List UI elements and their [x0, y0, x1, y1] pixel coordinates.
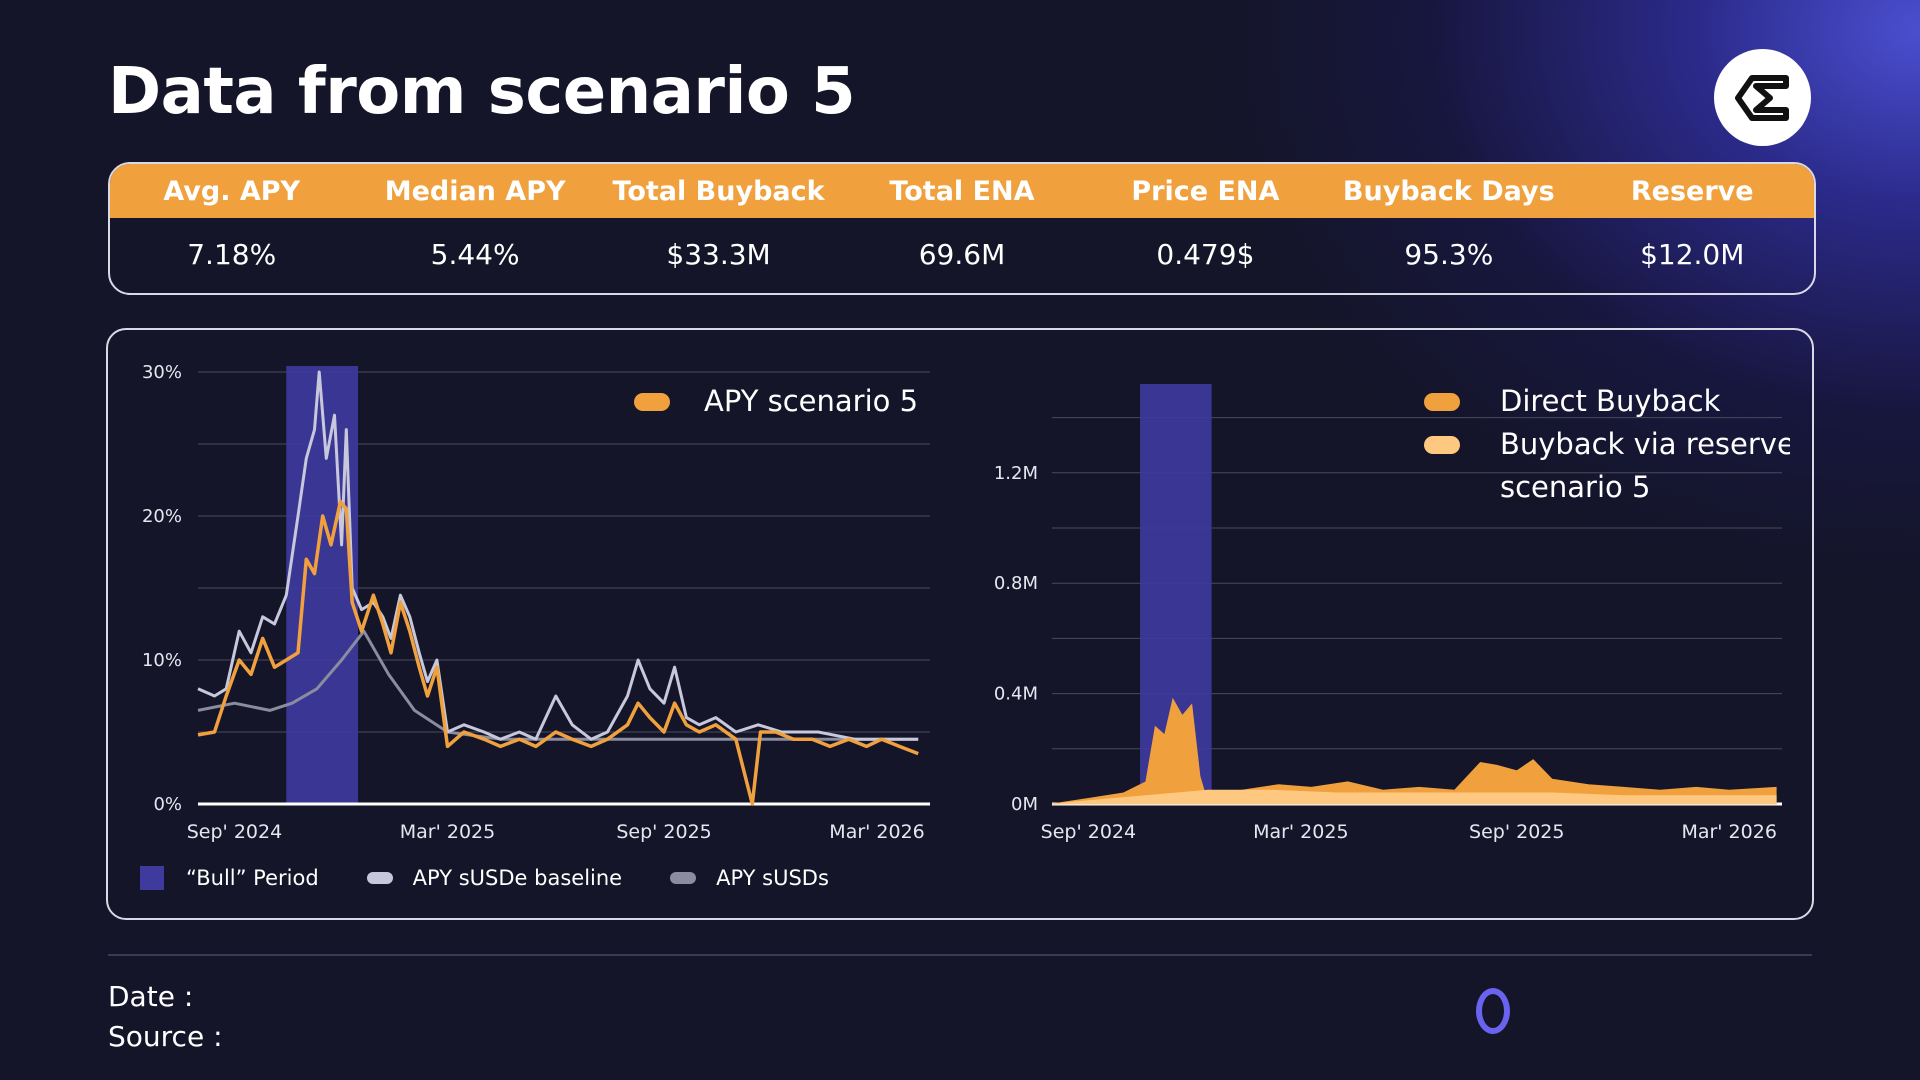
oak-ring-icon: [1476, 988, 1510, 1034]
legend-label-susds: APY sUSDs: [716, 866, 829, 890]
legend-label-direct-buyback: Direct Buyback: [1500, 384, 1721, 418]
footer-divider: [108, 954, 1812, 956]
y-tick-label: 30%: [142, 362, 182, 383]
legend-label-scenario: scenario 5: [1500, 470, 1650, 504]
buyback-chart: 0M 0.4M 0.8M 1.2M Sep' 2024 Mar' 2025 Sep' 202…: [994, 384, 1790, 843]
x-tick-label: Mar' 2025: [400, 821, 495, 843]
y-tick-label: 1.2M: [994, 463, 1038, 484]
sigma-diamond-icon: [1734, 74, 1789, 121]
y-tick-label: 0M: [1011, 794, 1038, 815]
apy-chart: 0% 10% 20% 30% Sep' 2024 Mar' 2025 Sep' 2025 Ma…: [142, 362, 930, 843]
y-tick-label: 0%: [153, 794, 182, 815]
stats-header-cell: Total Buyback: [612, 175, 825, 207]
legend-label-reserve-buyback: Buyback via reserve: [1500, 427, 1790, 461]
legend-label-susde: APY sUSDe baseline: [412, 866, 623, 890]
stats-table: Avg. APY Median APY Total Buyback Total …: [108, 162, 1816, 295]
series-area-buyback-via-reserve: [1051, 789, 1777, 805]
source-label: Source :: [108, 1020, 223, 1053]
legend-item-susde: APY sUSDe baseline: [366, 866, 623, 890]
susde-swatch: [366, 872, 393, 884]
legend-label-apy-scenario: APY scenario 5: [704, 384, 918, 418]
series-line-apy-susds: [197, 629, 919, 741]
stats-value-cell: 7.18%: [187, 238, 277, 271]
legend-item-bull: “Bull” Period: [140, 866, 319, 890]
stats-header-row: Avg. APY Median APY Total Buyback Total …: [110, 164, 1814, 218]
stats-value-cell: $12.0M: [1640, 238, 1745, 271]
legend-swatch-apy-scenario: [634, 393, 670, 411]
date-label: Date :: [108, 980, 194, 1013]
y-tick-label: 0.4M: [994, 684, 1038, 705]
x-tick-label: Mar' 2026: [1681, 821, 1776, 843]
legend-swatch-direct-buyback: [1424, 393, 1460, 411]
oak-research-logo: [1476, 988, 1528, 1034]
y-tick-label: 20%: [142, 506, 182, 527]
series-line-apy-susde-baseline: [197, 370, 919, 741]
x-tick-label: Sep' 2024: [187, 821, 282, 843]
x-tick-label: Sep' 2025: [616, 821, 711, 843]
susds-swatch: [670, 872, 697, 884]
x-tick-label: Sep' 2024: [1041, 821, 1136, 843]
stats-header-cell: Avg. APY: [163, 175, 301, 207]
y-tick-label: 0.8M: [994, 573, 1038, 594]
stats-value-cell: 95.3%: [1404, 238, 1494, 271]
series-line-apy-scenario-5: [197, 499, 919, 806]
stats-value-cell: 0.479$: [1156, 238, 1255, 271]
stats-header-cell: Buyback Days: [1342, 175, 1555, 207]
bull-period-swatch: [140, 866, 164, 890]
stats-value-cell: $33.3M: [666, 238, 771, 271]
logo-badge: [1714, 49, 1811, 146]
x-tick-label: Mar' 2025: [1253, 821, 1348, 843]
stats-value-row: 7.18% 5.44% $33.3M 69.6M 0.479$ 95.3% $1…: [110, 218, 1814, 291]
series-area-direct-buyback: [1051, 697, 1777, 805]
charts-panel: [106, 328, 1814, 920]
x-tick-label: Mar' 2026: [829, 821, 924, 843]
bottom-legend: “Bull” Period APY sUSDe baseline APY sUS…: [140, 866, 877, 890]
stats-header-cell: Price ENA: [1131, 175, 1280, 207]
legend-label-bull: “Bull” Period: [186, 866, 319, 890]
stats-header-cell: Total ENA: [889, 175, 1035, 207]
page-title: Data from scenario 5: [108, 55, 856, 129]
stats-value-cell: 5.44%: [430, 238, 520, 271]
legend-swatch-reserve-buyback: [1424, 436, 1460, 454]
stats-header-cell: Median APY: [384, 175, 566, 207]
legend-item-susds: APY sUSDs: [670, 866, 829, 890]
stats-header-cell: Reserve: [1630, 175, 1754, 207]
y-tick-label: 10%: [142, 650, 182, 671]
stats-value-cell: 69.6M: [918, 238, 1006, 271]
x-tick-label: Sep' 2025: [1469, 821, 1564, 843]
